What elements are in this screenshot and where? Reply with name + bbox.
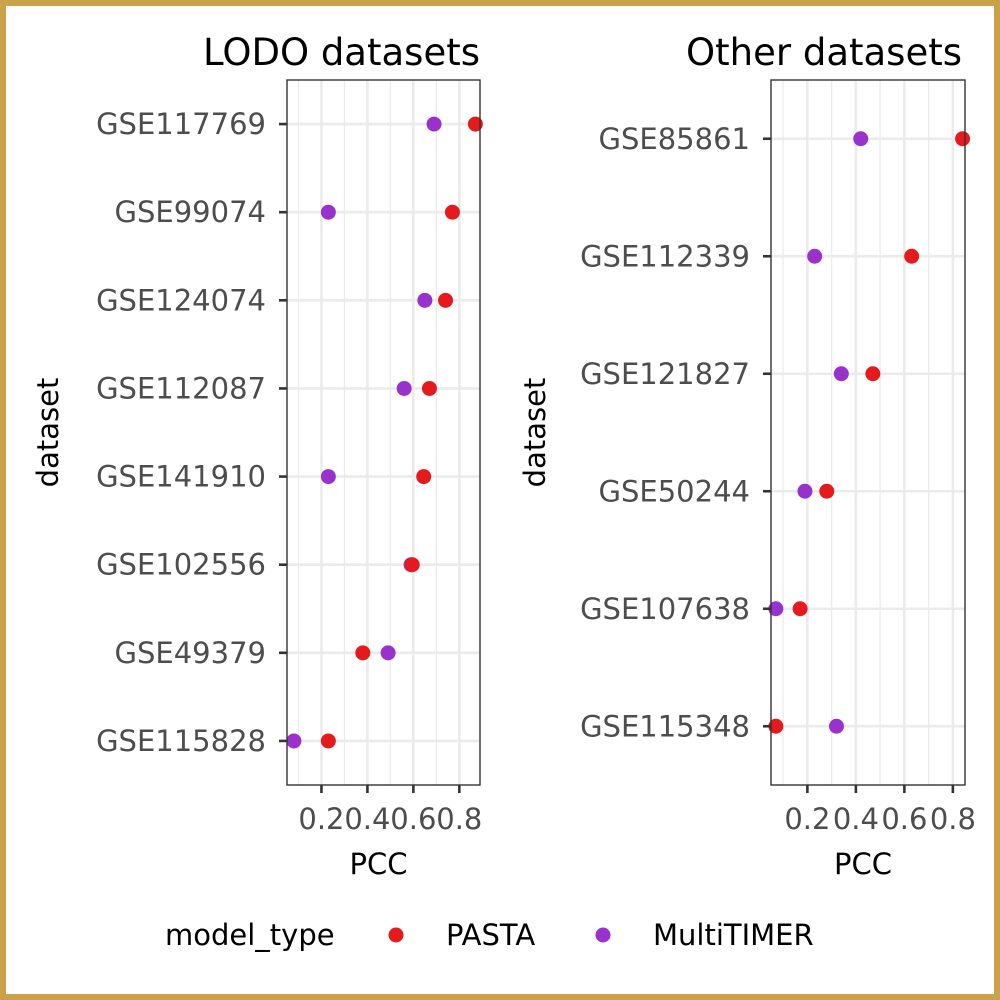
y-tick-label: GSE112339	[580, 239, 750, 273]
x-tick-label: 0.8	[930, 802, 976, 836]
panel-border	[286, 79, 481, 786]
legend-title: model_type	[165, 918, 335, 952]
y-axis-label: dataset	[31, 378, 65, 488]
y-tick-label: GSE112087	[96, 371, 266, 405]
point-multitimer-gse141910	[320, 469, 336, 485]
x-axis-label: PCC	[834, 847, 892, 881]
point-multitimer-gse124074	[417, 292, 433, 308]
x-tick-label: 0.2	[298, 802, 344, 836]
point-multitimer-gse107638	[768, 601, 784, 617]
point-pasta-gse99074	[444, 204, 460, 220]
legend: model_type PASTA MultiTIMER	[165, 918, 814, 952]
legend-label-multitimer: MultiTIMER	[653, 918, 814, 952]
y-tick-label: GSE121827	[580, 357, 750, 391]
point-pasta-gse117769	[467, 116, 483, 132]
x-axis-label: PCC	[350, 847, 408, 881]
point-pasta-gse141910	[416, 469, 432, 485]
point-multitimer-gse117769	[426, 116, 442, 132]
x-tick-label: 0.6	[881, 802, 927, 836]
x-tick-label: 0.4	[833, 802, 879, 836]
y-tick-label: GSE49379	[115, 636, 266, 670]
point-pasta-gse124074	[438, 292, 454, 308]
point-multitimer-gse115828	[286, 733, 302, 749]
panel-title: Other datasets	[686, 31, 962, 74]
point-pasta-gse107638	[792, 601, 808, 617]
y-tick-label: GSE85861	[599, 122, 750, 156]
panel-border	[770, 79, 966, 786]
point-pasta-gse115348	[768, 718, 784, 734]
point-pasta-gse102556	[404, 557, 420, 573]
point-pasta-gse85861	[955, 131, 971, 147]
plot-area	[287, 80, 480, 785]
point-pasta-gse49379	[355, 645, 371, 661]
y-tick-label: GSE99074	[115, 195, 266, 229]
point-pasta-gse112339	[904, 248, 920, 264]
point-multitimer-gse49379	[380, 645, 396, 661]
chart-panels: GSE117769 GSE99074 GSE124074 GSE112087 GSE14…	[31, 31, 976, 881]
y-tick-label: GSE124074	[96, 283, 266, 317]
x-tick-label: 0.8	[436, 802, 482, 836]
legend-key-pasta	[388, 927, 404, 943]
legend-key-multitimer	[595, 927, 611, 943]
y-tick-label: GSE107638	[580, 592, 750, 626]
x-tick-label: 0.6	[390, 802, 436, 836]
y-tick-label: GSE141910	[96, 460, 266, 494]
panel-1: GSE117769 GSE99074 GSE124074 GSE112087 GSE14…	[31, 31, 483, 881]
panel-title: LODO datasets	[203, 31, 480, 74]
point-pasta-gse115828	[320, 733, 336, 749]
y-tick-label: GSE115828	[96, 724, 266, 758]
x-tick-label: 0.2	[784, 802, 830, 836]
point-pasta-gse121827	[865, 366, 881, 382]
y-tick-label: GSE115348	[580, 709, 750, 743]
plot-area	[771, 80, 965, 785]
point-multitimer-gse112087	[396, 380, 412, 396]
point-multitimer-gse121827	[833, 366, 849, 382]
point-multitimer-gse50244	[797, 483, 813, 499]
point-multitimer-gse99074	[320, 204, 336, 220]
y-axis-label: dataset	[518, 378, 552, 488]
legend-label-pasta: PASTA	[446, 918, 535, 952]
point-multitimer-gse115348	[828, 718, 844, 734]
point-pasta-gse112087	[421, 380, 437, 396]
point-multitimer-gse85861	[853, 131, 869, 147]
point-pasta-gse50244	[819, 483, 835, 499]
y-tick-label: GSE102556	[96, 548, 266, 582]
x-tick-label: 0.4	[344, 802, 390, 836]
y-tick-label: GSE50244	[599, 474, 750, 508]
panel-2: GSE85861 GSE112339 GSE121827 GSE50244 GSE107…	[518, 31, 976, 881]
point-multitimer-gse112339	[807, 248, 823, 264]
y-tick-label: GSE117769	[96, 107, 266, 141]
